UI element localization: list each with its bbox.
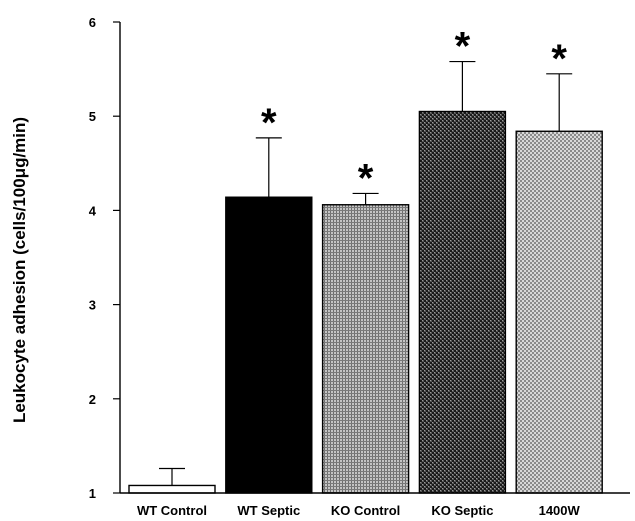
significance-asterisk: * — [358, 156, 374, 200]
x-tick-label: WT Septic — [237, 503, 300, 518]
y-ticks-layer: 1 2 3 4 5 6 — [89, 15, 120, 501]
x-tick-label: WT Control — [137, 503, 207, 518]
significance-asterisk: * — [551, 37, 567, 81]
significance-asterisk: * — [261, 101, 277, 145]
x-labels-layer: WT Control WT Septic KO Control KO Septic 14… — [137, 503, 581, 518]
y-tick-label: 4 — [89, 203, 97, 218]
bar-2 — [321, 204, 410, 494]
bar-0 — [128, 484, 216, 494]
y-tick-label: 6 — [89, 15, 96, 30]
significance-asterisk: * — [455, 25, 471, 69]
y-tick-label: 5 — [89, 109, 96, 124]
axes-layer — [119, 22, 630, 494]
x-tick-label: KO Control — [331, 503, 400, 518]
bar-3 — [418, 110, 507, 494]
x-tick-label: KO Septic — [431, 503, 493, 518]
bar-4 — [515, 130, 603, 494]
x-tick-label: 1400W — [539, 503, 581, 518]
bars-layer — [128, 110, 603, 494]
y-tick-label: 1 — [89, 486, 96, 501]
y-axis-title: Leukocyte adhesion (cells/100μg/min) — [10, 117, 29, 423]
significance-layer: * * * * — [261, 25, 567, 201]
bar-1 — [225, 196, 313, 494]
error-bars-layer — [159, 60, 573, 486]
y-tick-label: 2 — [89, 392, 96, 407]
y-tick-label: 3 — [89, 298, 96, 313]
